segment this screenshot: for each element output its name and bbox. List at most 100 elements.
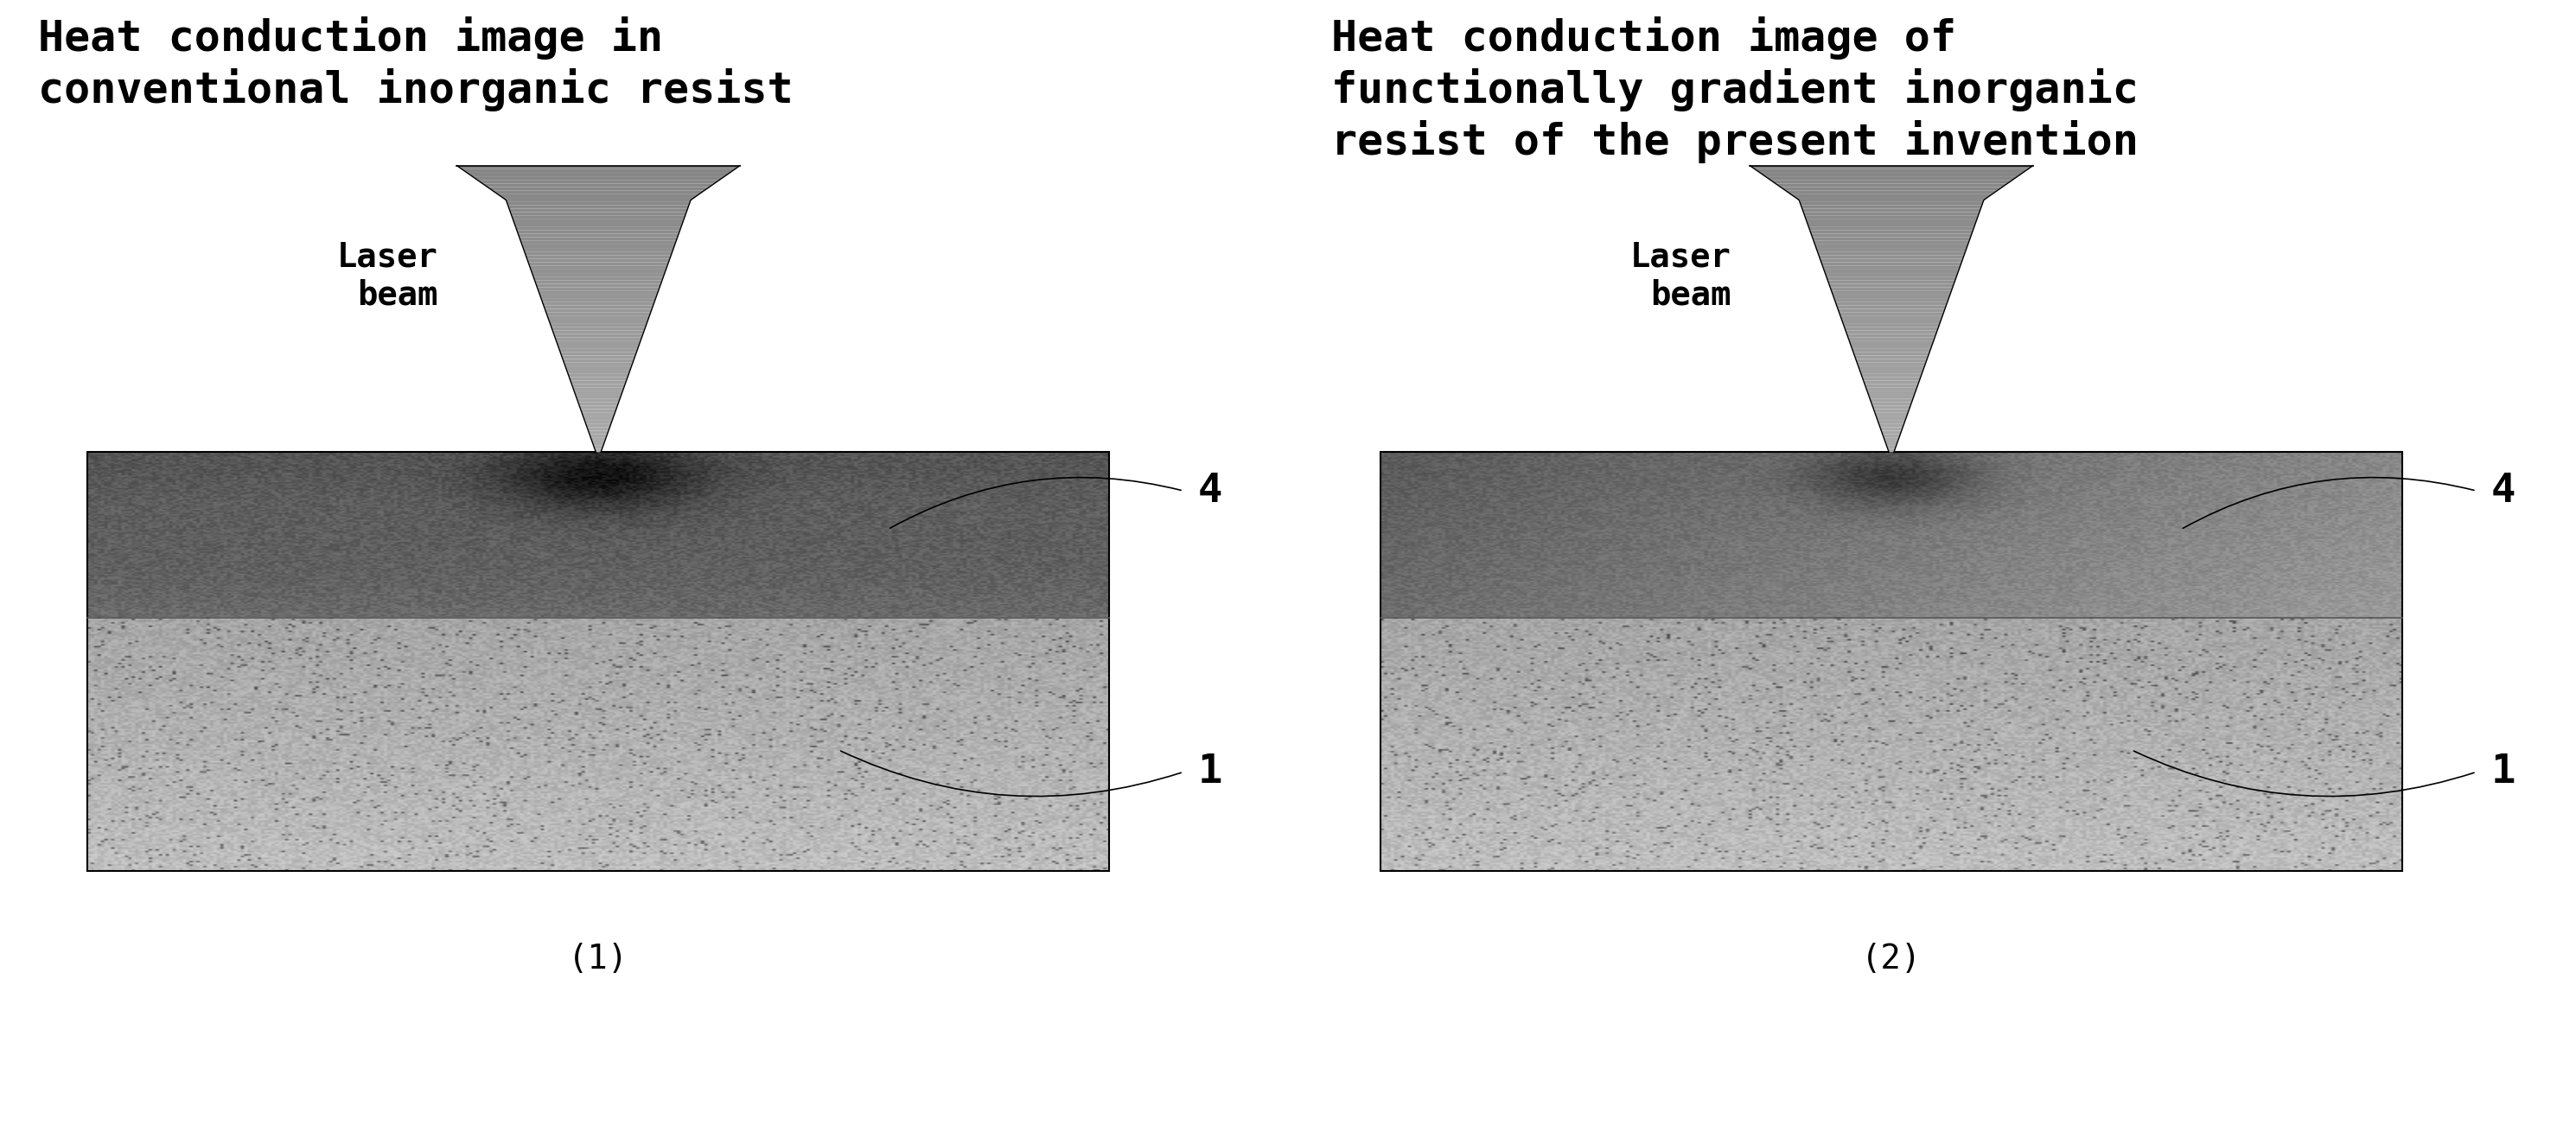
Polygon shape (1875, 413, 1909, 416)
Polygon shape (1824, 270, 1958, 273)
Polygon shape (1826, 273, 1958, 277)
Polygon shape (1832, 295, 1950, 298)
Polygon shape (1819, 252, 1965, 255)
Text: 4: 4 (1198, 471, 1224, 511)
Polygon shape (538, 287, 659, 291)
Polygon shape (1832, 291, 1953, 295)
Polygon shape (515, 223, 683, 226)
Polygon shape (546, 309, 652, 313)
Polygon shape (1873, 406, 1911, 410)
Polygon shape (546, 313, 652, 316)
Polygon shape (518, 231, 680, 234)
Polygon shape (556, 341, 641, 344)
Polygon shape (531, 266, 667, 270)
Polygon shape (556, 344, 639, 349)
Polygon shape (1883, 438, 1899, 441)
Polygon shape (577, 398, 621, 402)
Polygon shape (554, 334, 644, 337)
Polygon shape (1759, 173, 2022, 177)
Text: Heat conduction image in
conventional inorganic resist: Heat conduction image in conventional in… (39, 17, 793, 111)
Polygon shape (1855, 356, 1929, 359)
Polygon shape (551, 327, 647, 331)
Polygon shape (1865, 388, 1917, 391)
Polygon shape (1837, 309, 1945, 313)
Text: Laser
beam: Laser beam (337, 241, 438, 312)
Polygon shape (1847, 334, 1937, 337)
Polygon shape (1862, 377, 1922, 380)
Polygon shape (1852, 349, 1932, 352)
Polygon shape (487, 187, 708, 190)
Polygon shape (1888, 449, 1896, 452)
Polygon shape (549, 319, 649, 323)
Polygon shape (523, 248, 675, 252)
Polygon shape (513, 219, 683, 223)
Polygon shape (1842, 323, 1940, 327)
Polygon shape (587, 431, 608, 434)
Polygon shape (580, 410, 616, 413)
Polygon shape (1808, 223, 1976, 226)
Polygon shape (1868, 395, 1914, 398)
Polygon shape (590, 438, 605, 441)
Polygon shape (1801, 201, 1984, 205)
Polygon shape (559, 349, 639, 352)
Polygon shape (569, 380, 626, 384)
Polygon shape (1850, 341, 1935, 344)
Polygon shape (549, 323, 647, 327)
Polygon shape (1826, 280, 1955, 284)
Polygon shape (1790, 195, 1991, 198)
Polygon shape (1770, 180, 2012, 183)
Polygon shape (1821, 262, 1960, 266)
Polygon shape (1803, 208, 1981, 213)
Polygon shape (574, 391, 623, 395)
Polygon shape (554, 337, 641, 341)
Polygon shape (580, 406, 618, 410)
Polygon shape (1816, 248, 1965, 252)
Polygon shape (1870, 402, 1911, 406)
Polygon shape (562, 356, 636, 359)
Bar (1381, 452, 2403, 871)
Polygon shape (544, 302, 654, 305)
Polygon shape (1834, 302, 1947, 305)
Polygon shape (1875, 416, 1906, 420)
Polygon shape (1785, 190, 1996, 195)
Polygon shape (1857, 362, 1927, 367)
Polygon shape (1855, 359, 1927, 362)
Polygon shape (1819, 255, 1963, 259)
Polygon shape (1824, 266, 1960, 270)
Polygon shape (538, 291, 659, 295)
Polygon shape (1814, 241, 1968, 244)
Polygon shape (1886, 446, 1896, 449)
Polygon shape (1883, 434, 1901, 438)
Polygon shape (1880, 428, 1904, 431)
Polygon shape (572, 384, 626, 388)
Polygon shape (1806, 219, 1976, 223)
Polygon shape (567, 374, 629, 377)
Polygon shape (531, 270, 667, 273)
Polygon shape (1811, 234, 1971, 237)
Polygon shape (526, 252, 672, 255)
Polygon shape (1878, 424, 1904, 428)
Polygon shape (574, 395, 621, 398)
Text: 1: 1 (2491, 753, 2517, 791)
Polygon shape (541, 298, 657, 302)
Polygon shape (585, 420, 613, 424)
Polygon shape (497, 195, 698, 198)
Polygon shape (1816, 244, 1968, 248)
Polygon shape (1829, 287, 1953, 291)
Polygon shape (572, 388, 623, 391)
Polygon shape (1829, 284, 1953, 287)
Polygon shape (526, 255, 672, 259)
Polygon shape (567, 370, 631, 374)
Polygon shape (1857, 367, 1924, 370)
Polygon shape (507, 205, 688, 208)
Text: Laser
beam: Laser beam (1631, 241, 1731, 312)
Polygon shape (515, 226, 680, 231)
Polygon shape (1880, 431, 1901, 434)
Polygon shape (507, 201, 690, 205)
Polygon shape (1839, 313, 1945, 316)
Polygon shape (528, 262, 670, 266)
Polygon shape (533, 273, 665, 277)
Polygon shape (1814, 237, 1971, 241)
Polygon shape (592, 446, 603, 449)
Polygon shape (585, 424, 611, 428)
